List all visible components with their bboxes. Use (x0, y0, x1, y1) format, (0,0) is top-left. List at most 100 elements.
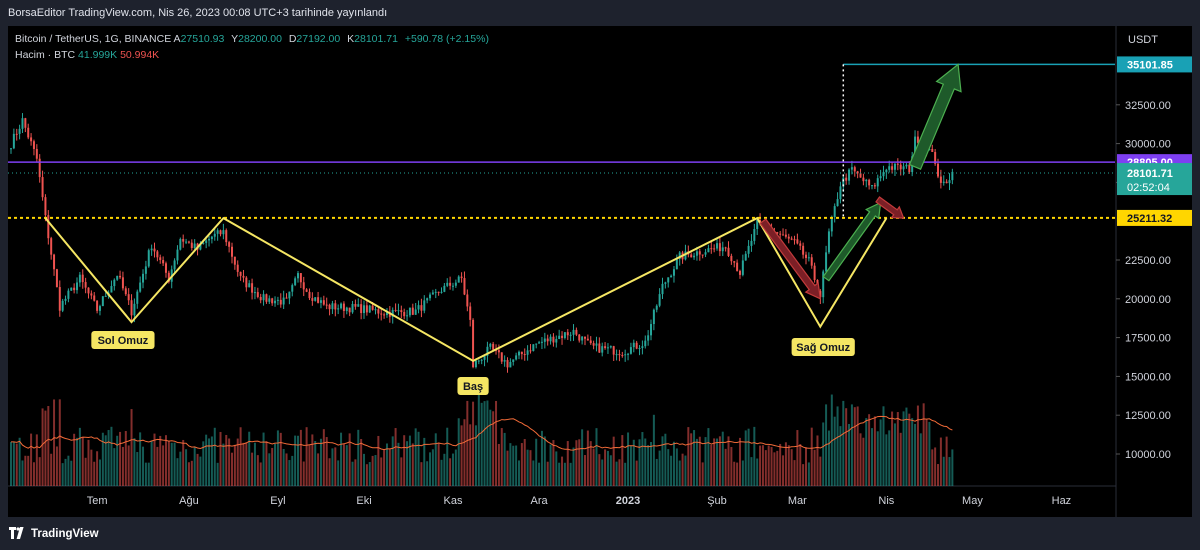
candle-body (58, 287, 61, 311)
volume-bar (939, 437, 942, 486)
volume-bar (609, 455, 612, 486)
candle-body (902, 166, 905, 170)
candle-body (216, 230, 219, 234)
volume-bar (47, 406, 50, 486)
volume-bar (93, 461, 96, 486)
volume-bar (121, 446, 124, 486)
volume-bar (693, 430, 696, 486)
candle-body (159, 257, 162, 261)
volume-bar (236, 438, 239, 486)
candle-body (354, 303, 357, 307)
volume-bar (276, 430, 279, 486)
candle-body (466, 294, 469, 307)
candle-body (604, 346, 607, 349)
candle-body (606, 347, 609, 349)
price-chart[interactable]: Sol Omuz Baş Sağ Omuz USDT 32500.00 30000.00 2… (8, 26, 1192, 517)
volume-bar (566, 441, 569, 486)
candle-body (523, 354, 526, 356)
candle-body (50, 238, 53, 255)
candle-body (443, 285, 446, 292)
candle-body (942, 181, 945, 183)
candle-body (871, 185, 873, 187)
volume-bar (127, 445, 130, 486)
candle-body (914, 136, 917, 157)
volume-bar (469, 424, 472, 486)
candle-body (698, 251, 701, 255)
volume-bar (337, 460, 340, 486)
volume-bar (15, 443, 18, 486)
candle-body (110, 286, 113, 293)
volume-bar (934, 447, 937, 486)
volume-bar (937, 464, 940, 486)
volume-bar (18, 437, 21, 486)
volume-bar (302, 461, 305, 486)
volume-bar (144, 462, 147, 486)
volume-bar (130, 409, 133, 486)
volume-bar (790, 449, 793, 486)
target-arrow-green (908, 63, 962, 170)
volume-bar (922, 403, 925, 486)
candle-body (784, 234, 787, 237)
volume-bar (716, 438, 719, 486)
candle-body (403, 312, 406, 317)
volume-bar (486, 400, 489, 486)
candle-body (661, 283, 664, 295)
tradingview-brand[interactable]: TradingView (31, 528, 99, 540)
neckline-price-badge-bg (1117, 209, 1192, 226)
volume-bar (710, 444, 713, 486)
candle-body (859, 173, 862, 178)
candle-body (882, 172, 885, 177)
candle-body (483, 355, 486, 360)
tradingview-logo-icon[interactable] (9, 527, 27, 539)
chart-frame[interactable]: Sol Omuz Baş Sağ Omuz USDT 32500.00 30000.00 2… (8, 26, 1192, 517)
candle-body (586, 338, 589, 341)
candle-body (193, 243, 196, 248)
candle-body (807, 257, 810, 259)
volume-bar (44, 410, 47, 486)
candle-body (27, 127, 30, 138)
volume-bar (635, 460, 638, 486)
volume-bar (741, 460, 744, 486)
volume-bar (133, 438, 136, 486)
volume-bar (222, 443, 225, 486)
volume-bar (701, 462, 704, 486)
candle-body (256, 292, 259, 297)
volume-bar (454, 449, 457, 486)
volume-bar (124, 431, 127, 486)
head-label-bg (457, 377, 489, 395)
volume-bar (650, 442, 653, 486)
candle-body (675, 258, 678, 270)
candle-body (274, 300, 277, 304)
volume-bar (738, 437, 741, 486)
volume-bar (799, 444, 802, 486)
volume-bar (472, 401, 475, 486)
candle-body (162, 260, 165, 264)
volume-bar (575, 440, 578, 486)
candle-body (325, 304, 328, 306)
candle-body (810, 257, 813, 266)
candle-body (371, 305, 374, 310)
volume-bar (807, 462, 810, 486)
volume-bar (779, 443, 782, 486)
volume-bar (116, 435, 119, 486)
volume-bar (291, 455, 294, 486)
candle-body (721, 247, 724, 252)
volume-bar (199, 456, 202, 486)
candle-body (779, 233, 782, 235)
candle-body (538, 342, 541, 344)
volume-bar (311, 434, 314, 486)
volume-bar (477, 389, 480, 486)
volume-bar (104, 435, 107, 486)
volume-bar (782, 455, 785, 486)
volume-bar (767, 445, 770, 486)
volume-bar (87, 439, 90, 486)
target-price-badge: 35101.85 (1127, 59, 1173, 71)
time-tick-label: Ağu (179, 495, 199, 507)
volume-bar (592, 448, 595, 486)
volume-bar (32, 462, 35, 486)
volume-bar (928, 421, 931, 486)
candle-body (670, 275, 673, 278)
volume-bar (443, 453, 446, 486)
volume-bar (606, 450, 609, 486)
volume-bar (515, 445, 518, 486)
